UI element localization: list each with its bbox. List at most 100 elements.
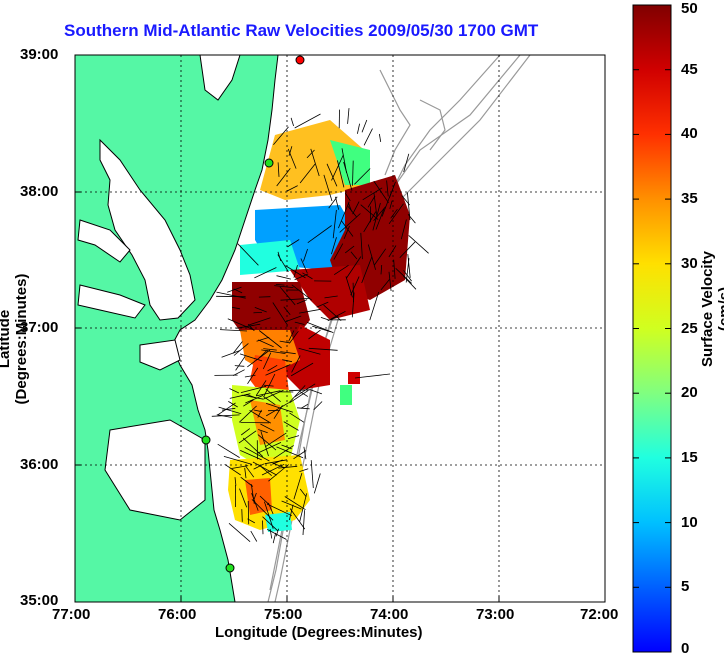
velocity-arrow <box>265 364 291 376</box>
velocity-arrow <box>265 432 287 448</box>
x-tick-label: 73:00 <box>476 606 515 623</box>
radar-station-marker <box>295 55 305 65</box>
velocity-arrow <box>229 388 240 394</box>
colorbar-tick-label: 40 <box>681 125 698 143</box>
velocity-arrow <box>354 373 391 379</box>
colorbar-tick-label: 45 <box>681 60 698 78</box>
velocity-arrow <box>223 456 253 465</box>
y-tick-label: 37:00 <box>20 319 59 336</box>
velocity-arrow <box>258 464 272 477</box>
velocity-arrow <box>313 401 323 411</box>
velocity-arrow <box>352 201 360 215</box>
velocity-arrow <box>254 267 277 279</box>
velocity-arrow <box>280 351 296 355</box>
velocity-arrow <box>300 403 309 409</box>
velocity-arrow <box>344 245 355 254</box>
velocity-arrow <box>363 211 377 233</box>
velocity-arrow <box>308 329 321 340</box>
velocity-arrow <box>299 488 307 498</box>
colorbar-tick-label: 35 <box>681 190 698 208</box>
y-tick-label: 38:00 <box>20 183 59 200</box>
velocity-arrow <box>291 284 313 301</box>
velocity-arrow <box>316 301 329 308</box>
velocity-arrow <box>338 201 350 229</box>
colorbar-tick-label: 5 <box>681 578 690 596</box>
velocity-arrow <box>350 276 360 296</box>
velocity-arrow <box>279 340 290 344</box>
velocity-arrow <box>232 341 243 354</box>
velocity-arrow <box>388 271 392 291</box>
velocity-arrow <box>265 388 281 403</box>
velocity-arrow <box>276 275 291 280</box>
map-title: Southern Mid-Atlantic Raw Velocities 200… <box>64 21 539 40</box>
axis-ticks <box>75 191 500 602</box>
velocity-arrow <box>303 446 307 460</box>
velocity-arrow <box>374 248 387 266</box>
velocity-arrow <box>289 389 311 392</box>
chesapeake-bay <box>99 138 196 321</box>
y-axis-label: Latitude (Degrees:Minutes) <box>0 273 30 405</box>
x-axis-label: Longitude (Degrees:Minutes) <box>215 624 423 641</box>
velocity-arrow <box>240 450 262 461</box>
velocity-arrow <box>263 348 277 351</box>
velocity-arrow <box>296 407 310 410</box>
velocity-arrow <box>239 488 248 508</box>
velocity-arrow <box>239 405 257 423</box>
velocity-arrow <box>247 349 271 368</box>
velocity-arrow <box>287 435 300 440</box>
velocity-arrow <box>211 414 240 417</box>
velocity-arrow <box>235 356 246 371</box>
velocity-arrow <box>285 315 302 322</box>
velocity-arrow <box>330 310 346 320</box>
velocity-arrow <box>389 200 393 209</box>
velocity-arrow <box>232 369 245 376</box>
y-tick-label: 36:00 <box>20 456 59 473</box>
velocity-arrow <box>280 298 310 301</box>
velocity-arrow <box>386 180 389 197</box>
velocity-arrow <box>253 409 262 413</box>
velocity-arrow <box>373 192 378 218</box>
velocity-arrow <box>310 148 320 177</box>
x-tick-label: 72:00 <box>580 606 619 623</box>
velocity-arrow <box>407 214 416 224</box>
velocity-arrow <box>331 237 337 255</box>
velocity-arrow <box>306 149 315 159</box>
velocity-arrow <box>333 264 349 276</box>
velocity-arrow <box>257 434 277 451</box>
velocity-arrow <box>256 336 270 342</box>
velocity-arrow <box>357 123 360 134</box>
velocity-arrow <box>308 347 338 351</box>
y-tick-label: 35:00 <box>20 592 59 609</box>
velocity-arrow <box>408 235 429 254</box>
velocity-arrow <box>268 502 274 515</box>
velocity-arrow <box>228 401 238 408</box>
grid-lines <box>75 55 605 602</box>
velocity-arrow <box>367 195 376 208</box>
velocity-arrow <box>276 168 291 187</box>
x-tick-label: 76:00 <box>158 606 197 623</box>
velocity-arrow <box>278 465 298 469</box>
velocity-arrow <box>241 394 264 400</box>
velocity-arrow <box>273 445 294 460</box>
velocity-arrow <box>272 532 277 544</box>
velocity-arrow <box>299 468 309 472</box>
velocity-arrow <box>300 258 308 274</box>
x-tick-label: 74:00 <box>370 606 409 623</box>
velocity-arrow <box>332 209 337 239</box>
velocity-arrow <box>343 225 350 240</box>
velocity-arrow <box>252 461 277 476</box>
velocity-arrow <box>360 232 363 260</box>
velocity-arrow <box>323 304 342 321</box>
velocity-arrow <box>244 447 270 462</box>
velocity-arrow <box>379 133 382 142</box>
velocity-arrow <box>306 322 334 333</box>
velocity-arrow <box>307 225 332 244</box>
velocity-arrow <box>258 339 274 348</box>
velocity-arrow <box>233 343 249 356</box>
velocity-arrow <box>253 492 257 501</box>
velocity-arrow <box>255 390 281 397</box>
colorbar-tick-label: 15 <box>681 448 698 466</box>
velocity-arrow <box>352 160 354 186</box>
velocity-arrow <box>395 268 412 284</box>
velocity-arrow <box>289 508 306 530</box>
